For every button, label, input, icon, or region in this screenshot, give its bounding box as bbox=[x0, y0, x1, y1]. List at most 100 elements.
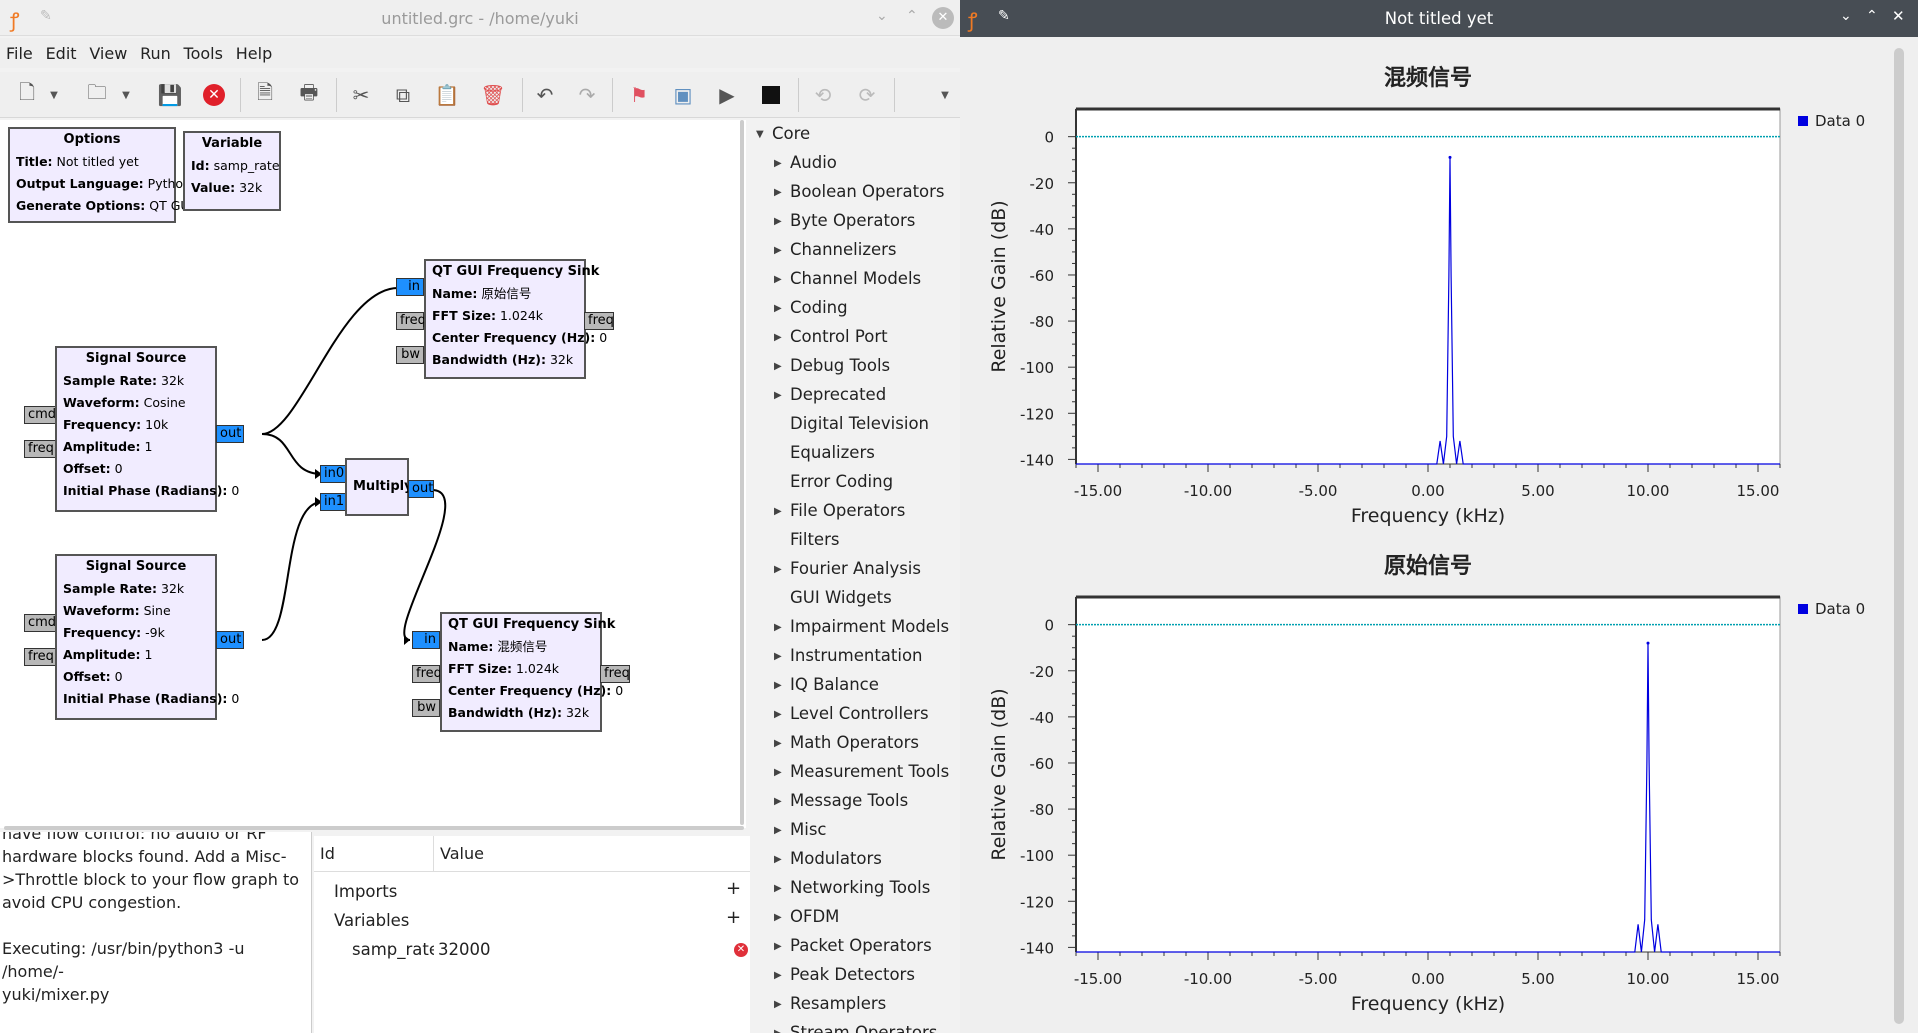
minimize-icon[interactable]: ⌄ bbox=[1840, 8, 1852, 24]
menu-run[interactable]: Run bbox=[140, 44, 171, 63]
sig1-freq-port[interactable]: freq bbox=[24, 440, 56, 458]
minimize-icon[interactable]: ⌄ bbox=[876, 8, 888, 24]
mult-out-port[interactable]: out bbox=[408, 480, 434, 498]
library-category[interactable]: ▶ File Operators bbox=[774, 501, 905, 530]
library-category[interactable]: ▶ Peak Detectors bbox=[774, 965, 915, 994]
run-icon[interactable]: ▶ bbox=[719, 83, 735, 107]
print-icon[interactable]: 🖶 bbox=[299, 80, 319, 104]
library-category[interactable]: ▶Stream Operators bbox=[774, 1023, 937, 1033]
sink1-in-port[interactable]: in bbox=[396, 278, 424, 296]
sink1-freq-in-port[interactable]: freq bbox=[396, 312, 426, 330]
generate-icon[interactable]: ▣ bbox=[673, 83, 693, 107]
library-category[interactable]: ▶ Audio bbox=[774, 153, 837, 182]
sink2-freq-out-port[interactable]: freq bbox=[600, 665, 630, 683]
library-category[interactable]: Equalizers bbox=[774, 443, 875, 472]
library-category[interactable]: GUI Widgets bbox=[774, 588, 892, 617]
column-value-header[interactable]: Value bbox=[440, 844, 484, 863]
library-category[interactable]: ▶ Debug Tools bbox=[774, 356, 890, 385]
library-category[interactable]: ▶ Channel Models bbox=[774, 269, 921, 298]
pin-icon[interactable]: ✎ bbox=[40, 8, 52, 24]
freq-sink-1-block[interactable]: QT GUI Frequency Sink Name: 原始信号 FFT Siz… bbox=[424, 259, 607, 379]
library-category[interactable]: ▶ Networking Tools bbox=[774, 878, 930, 907]
dropdown-icon[interactable]: ▼ bbox=[50, 89, 58, 101]
variables-row[interactable]: Variables bbox=[334, 911, 410, 930]
library-category[interactable]: Digital Television bbox=[774, 414, 929, 443]
flowgraph-canvas[interactable]: Options Title: Not titled yet Output Lan… bbox=[0, 120, 746, 828]
sink2-in-port[interactable]: in bbox=[412, 631, 440, 649]
error-icon[interactable]: ⚑ bbox=[630, 83, 648, 107]
rotate-ccw-icon[interactable]: ⟲ bbox=[814, 83, 832, 107]
variable-block[interactable]: Variable Id: samp_rate Value: 32k bbox=[183, 131, 281, 211]
menu-help[interactable]: Help bbox=[235, 44, 273, 63]
imports-row[interactable]: Imports bbox=[334, 882, 398, 901]
more-icon[interactable]: ▼ bbox=[941, 89, 949, 101]
new-icon[interactable]: 🗋 bbox=[18, 80, 36, 104]
sink1-bw-port[interactable]: bw bbox=[396, 346, 424, 364]
menu-file[interactable]: File bbox=[6, 44, 33, 63]
redo-icon[interactable]: ↷ bbox=[578, 83, 596, 107]
copy-icon[interactable]: ⧉ bbox=[395, 83, 411, 107]
variable-name[interactable]: samp_rate bbox=[352, 940, 434, 959]
signal-source-1-block[interactable]: Signal Source Sample Rate: 32k Waveform:… bbox=[55, 346, 239, 512]
library-category[interactable]: Error Coding bbox=[774, 472, 893, 501]
library-category[interactable]: ▶ Byte Operators bbox=[774, 211, 915, 240]
variable-value[interactable]: 32000 bbox=[438, 940, 491, 959]
library-category[interactable]: ▶ Control Port bbox=[774, 327, 888, 356]
sink1-freq-out-port[interactable]: freq bbox=[584, 312, 614, 330]
add-import-button[interactable]: + bbox=[726, 878, 742, 899]
pin-icon[interactable]: ✎ bbox=[998, 8, 1010, 24]
canvas-horizontal-scrollbar[interactable] bbox=[4, 826, 744, 830]
mult-in1-port[interactable]: in1 bbox=[320, 493, 346, 511]
sink2-freq-in-port[interactable]: freq bbox=[412, 665, 442, 683]
library-category[interactable]: ▶ Impairment Models bbox=[774, 617, 949, 646]
library-category[interactable]: ▶ Measurement Tools bbox=[774, 762, 949, 791]
multiply-block[interactable]: Multiply bbox=[345, 458, 413, 516]
sig2-freq-port[interactable]: freq bbox=[24, 648, 56, 666]
sig1-out-port[interactable]: out bbox=[216, 425, 244, 443]
remove-variable-icon[interactable]: ✕ bbox=[734, 943, 748, 957]
maximize-icon[interactable]: ⌃ bbox=[906, 8, 918, 24]
close-icon[interactable]: ✕ bbox=[199, 80, 229, 110]
add-variable-button[interactable]: + bbox=[726, 907, 742, 928]
sink2-bw-port[interactable]: bw bbox=[412, 699, 440, 717]
library-category[interactable]: ▶ Resamplers bbox=[774, 994, 886, 1023]
library-category[interactable]: ▶ Level Controllers bbox=[774, 704, 929, 733]
sig2-out-port[interactable]: out bbox=[216, 631, 244, 649]
freq-sink-2-block[interactable]: QT GUI Frequency Sink Name: 混频信号 FFT Siz… bbox=[440, 612, 623, 732]
properties-icon[interactable]: 🗎 bbox=[256, 80, 274, 104]
library-category[interactable]: ▶ OFDM bbox=[774, 907, 839, 936]
sig1-cmd-port[interactable]: cmd bbox=[24, 406, 56, 424]
open-icon[interactable]: 🗀 bbox=[87, 80, 107, 104]
library-category[interactable]: Filters bbox=[774, 530, 839, 559]
column-id-header[interactable]: Id bbox=[320, 844, 335, 863]
rotate-cw-icon[interactable]: ⟳ bbox=[858, 83, 876, 107]
library-category[interactable]: ▶ Boolean Operators bbox=[774, 182, 945, 211]
library-category[interactable]: ▶ Packet Operators bbox=[774, 936, 932, 965]
library-category[interactable]: ▶ Channelizers bbox=[774, 240, 897, 269]
library-category[interactable]: ▶ Fourier Analysis bbox=[774, 559, 921, 588]
library-category[interactable]: ▶ Modulators bbox=[774, 849, 882, 878]
library-category[interactable]: ▶ Math Operators bbox=[774, 733, 919, 762]
menu-tools[interactable]: Tools bbox=[183, 44, 223, 63]
mult-in0-port[interactable]: in0 bbox=[320, 465, 346, 483]
close-window-button[interactable]: ✕ bbox=[932, 7, 954, 29]
menu-view[interactable]: View bbox=[89, 44, 128, 63]
menu-edit[interactable]: Edit bbox=[45, 44, 77, 63]
library-category[interactable]: ▶ Coding bbox=[774, 298, 848, 327]
library-category[interactable]: ▶ Deprecated bbox=[774, 385, 886, 414]
undo-icon[interactable]: ↶ bbox=[536, 83, 554, 107]
library-category[interactable]: ▶ Misc bbox=[774, 820, 827, 849]
save-icon[interactable]: 💾 bbox=[157, 83, 183, 107]
library-category[interactable]: ▶ Instrumentation bbox=[774, 646, 923, 675]
library-category[interactable]: ▶ IQ Balance bbox=[774, 675, 879, 704]
cut-icon[interactable]: ✂ bbox=[352, 83, 370, 107]
maximize-icon[interactable]: ⌃ bbox=[1866, 8, 1878, 24]
library-category[interactable]: ▶ Message Tools bbox=[774, 791, 908, 820]
canvas-vertical-scrollbar[interactable] bbox=[740, 120, 744, 825]
qt-scrollbar[interactable] bbox=[1894, 48, 1904, 1024]
dropdown-icon[interactable]: ▼ bbox=[122, 89, 130, 101]
delete-icon[interactable]: 🗑 bbox=[480, 83, 506, 107]
library-root-core[interactable]: ▼ Core bbox=[756, 124, 810, 153]
options-block[interactable]: Options Title: Not titled yet Output Lan… bbox=[8, 127, 193, 223]
close-window-button[interactable]: ✕ bbox=[1892, 7, 1905, 25]
